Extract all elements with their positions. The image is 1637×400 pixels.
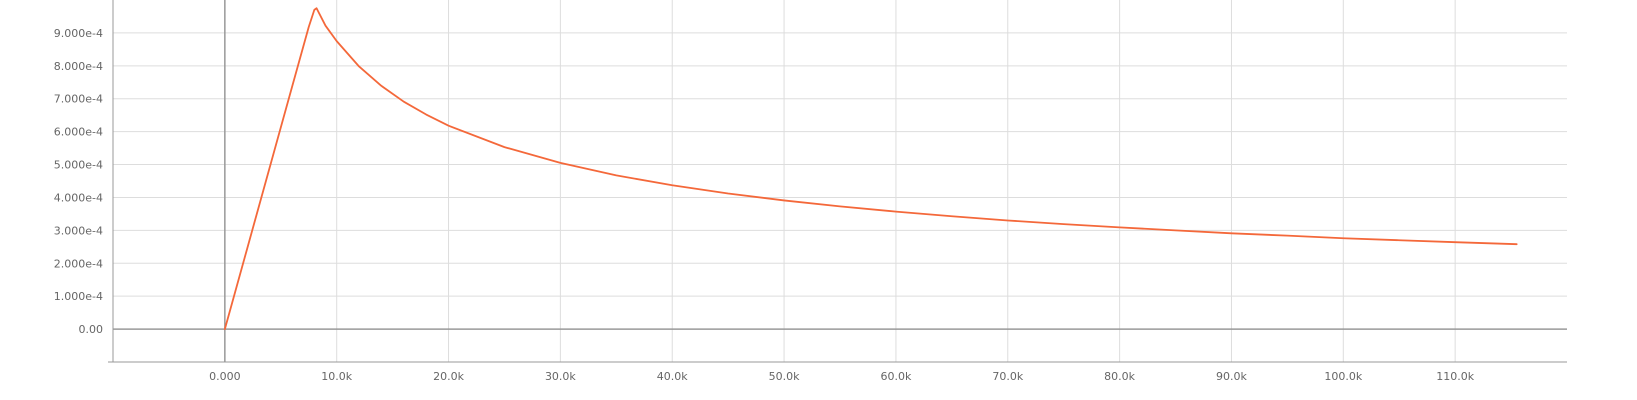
y-tick-label: 9.000e-4: [54, 27, 103, 40]
y-tick-label: 3.000e-4: [54, 224, 103, 237]
y-tick-label: 2.000e-4: [54, 257, 103, 270]
x-tick-label: 0.000: [209, 370, 241, 383]
y-tick-label: 8.000e-4: [54, 60, 103, 73]
x-tick-label: 50.0k: [769, 370, 800, 383]
x-tick-label: 90.0k: [1216, 370, 1247, 383]
y-tick-label: 5.000e-4: [54, 159, 103, 172]
grid-lines: [113, 0, 1567, 362]
series-line: [223, 7, 1518, 330]
axes: [108, 0, 1567, 363]
x-tick-label: 80.0k: [1104, 370, 1135, 383]
y-tick-label: 6.000e-4: [54, 126, 103, 139]
y-tick-label: 7.000e-4: [54, 93, 103, 106]
y-tick-label: 4.000e-4: [54, 191, 103, 204]
x-tick-label: 60.0k: [880, 370, 911, 383]
x-tick-label: 70.0k: [992, 370, 1023, 383]
x-tick-label: 110.0k: [1436, 370, 1474, 383]
x-axis-ticks: 0.000 10.0k 20.0k 30.0k 40.0k 50.0k 60.0k 70.0k…: [209, 370, 1475, 383]
x-tick-label: 100.0k: [1324, 370, 1362, 383]
y-tick-label: 0.00: [79, 323, 104, 336]
y-tick-label: 1.000e-4: [54, 290, 103, 303]
x-tick-label: 40.0k: [657, 370, 688, 383]
x-tick-label: 20.0k: [433, 370, 464, 383]
y-axis-ticks: 0.00 1.000e-4 2.000e-4 3.000e-4 4.000e-4 5.00…: [54, 27, 103, 336]
series-layer: [223, 7, 1518, 330]
x-tick-label: 30.0k: [545, 370, 576, 383]
x-tick-label: 10.0k: [321, 370, 352, 383]
